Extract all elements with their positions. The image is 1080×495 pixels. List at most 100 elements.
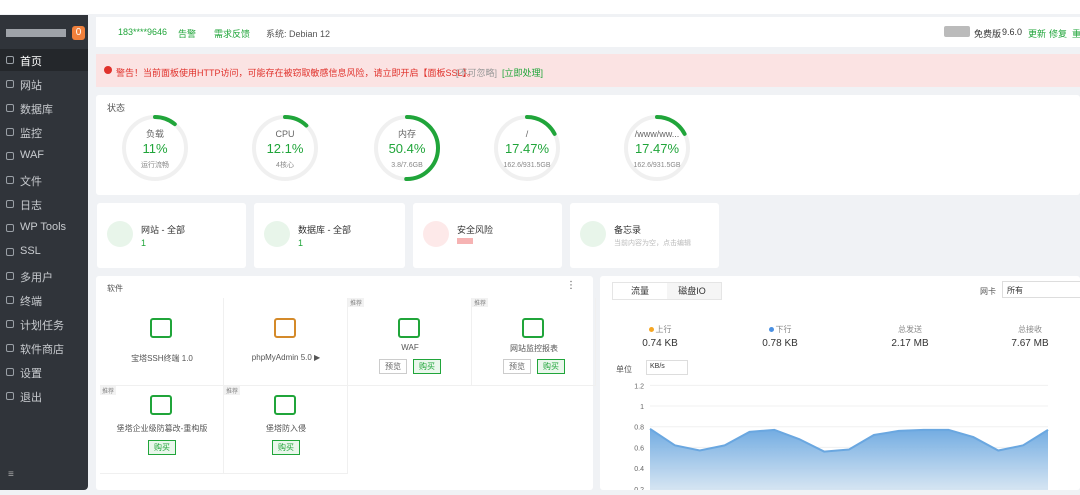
stat-value: 2.17 MB bbox=[891, 338, 929, 349]
nav-item[interactable]: 首页 bbox=[0, 49, 88, 71]
card-title: 备忘录 bbox=[614, 225, 642, 235]
software-item[interactable]: 宝塔SSH终端 1.0 bbox=[100, 298, 224, 386]
nav-item[interactable]: WAF bbox=[0, 145, 88, 167]
nav-item[interactable]: 多用户 bbox=[0, 265, 88, 287]
nic-label: 网卡 bbox=[980, 287, 996, 296]
overview-card[interactable]: 安全风险 bbox=[413, 203, 562, 268]
nav-label: WAF bbox=[20, 149, 45, 161]
gauge-arc bbox=[525, 115, 557, 136]
nav-item[interactable]: 软件商店 bbox=[0, 337, 88, 359]
card-value: 1 bbox=[298, 238, 304, 248]
card-icon bbox=[264, 221, 290, 247]
nav-item[interactable]: WP Tools bbox=[0, 217, 88, 239]
top-repair[interactable]: 修复 bbox=[1049, 29, 1068, 39]
top-update[interactable]: 更新 bbox=[1028, 29, 1047, 39]
top-system: 系统: Debian 12 bbox=[266, 29, 331, 39]
nav-icon bbox=[6, 296, 14, 304]
stat-name: 下行 bbox=[740, 324, 820, 335]
nav-item[interactable]: 计划任务 bbox=[0, 313, 88, 335]
gauges: 负载 11% 运行流畅 CPU 12.1% 4核心 内存 50.4% 3.8/7.6GB / 17.… bbox=[122, 115, 690, 181]
software-item[interactable]: phpMyAdmin 5.0 ▶ bbox=[224, 298, 348, 386]
alert-action[interactable]: [立即处理] bbox=[502, 68, 544, 78]
nav-icon bbox=[6, 224, 14, 232]
nav-icon bbox=[6, 248, 14, 256]
top-feedback[interactable]: 需求反馈 bbox=[214, 29, 251, 39]
gauge-arc bbox=[153, 115, 177, 127]
status-panel: 状态 负载 11% 运行流畅 CPU 12.1% 4核心 内存 50.4% 3.8/7.6GB / 1… bbox=[96, 95, 1080, 195]
software-item[interactable]: 推荐 网站监控报表 预览 购买 bbox=[472, 298, 596, 386]
card-note: 当前内容为空，点击编辑 bbox=[614, 240, 691, 247]
gauge-name: 内存 bbox=[398, 128, 416, 139]
area bbox=[650, 428, 1048, 490]
gauge-detail: 4核心 bbox=[276, 160, 294, 169]
tab[interactable]: 流量 bbox=[613, 283, 667, 299]
unit-select[interactable]: KB/s bbox=[646, 360, 688, 375]
software-item[interactable]: 推荐 堡塔防入侵 购买 bbox=[224, 386, 348, 474]
alert-icon bbox=[104, 66, 112, 74]
nav-icon bbox=[6, 176, 14, 184]
software-name: 宝塔SSH终端 1.0 bbox=[131, 354, 193, 363]
stat-name-text: 上行 bbox=[655, 325, 672, 334]
nav-item[interactable]: 设置 bbox=[0, 361, 88, 383]
software-item[interactable]: 推荐 WAF 预览 购买 bbox=[348, 298, 472, 386]
overview-card[interactable]: 备忘录当前内容为空，点击编辑 bbox=[570, 203, 719, 268]
gauge-value: 50.4% bbox=[389, 141, 426, 156]
nav-label: 首页 bbox=[20, 56, 42, 68]
gauge-detail: 运行流畅 bbox=[141, 160, 169, 169]
software-buttons: 预览 购买 bbox=[348, 356, 472, 374]
gauge-value: 17.47% bbox=[635, 141, 680, 156]
gauge-detail: 3.8/7.6GB bbox=[391, 162, 423, 169]
tabs: 流量 磁盘IO bbox=[612, 282, 722, 300]
nav-item[interactable]: 网站 bbox=[0, 73, 88, 95]
nav-item[interactable]: 监控 bbox=[0, 121, 88, 143]
software-tag: 推荐 bbox=[100, 386, 117, 395]
software-icon bbox=[522, 318, 544, 338]
software-item[interactable]: 推荐 堡塔企业级防篡改-重构版 购买 bbox=[100, 386, 224, 474]
nav-icon bbox=[6, 200, 14, 208]
nav-item[interactable]: 文件 bbox=[0, 169, 88, 191]
software-button[interactable]: 购买 bbox=[272, 440, 300, 455]
y-tick-label: 0.8 bbox=[634, 425, 644, 432]
stat-value: 7.67 MB bbox=[1011, 338, 1049, 349]
nav-label: 设置 bbox=[20, 368, 42, 380]
software-title: 软件 bbox=[107, 284, 123, 293]
nav-item[interactable]: SSL bbox=[0, 241, 88, 263]
nav-item[interactable]: 退出 bbox=[0, 385, 88, 407]
nav-icon bbox=[6, 272, 14, 280]
software-button[interactable]: 购买 bbox=[537, 359, 565, 374]
nav-label: 终端 bbox=[20, 296, 42, 308]
more-menu[interactable]: ⋮ bbox=[566, 280, 576, 291]
top-alarm[interactable]: 告警 bbox=[178, 29, 197, 39]
stat-name-text: 总发送 bbox=[898, 325, 922, 334]
software-button[interactable]: 购买 bbox=[413, 359, 441, 374]
overview-card[interactable]: 数据库 - 全部 1 bbox=[254, 203, 405, 268]
nav-item[interactable]: 数据库 bbox=[0, 97, 88, 119]
overview-card[interactable]: 网站 - 全部 1 bbox=[97, 203, 246, 268]
card-icon bbox=[107, 221, 133, 247]
alert-bar: 警告！当前面板使用HTTP访问，可能存在被窃取敏感信息风险，请立即开启【面板SS… bbox=[96, 54, 1080, 87]
nic-select[interactable]: 所有 bbox=[1002, 281, 1080, 298]
y-tick-label: 0.6 bbox=[634, 445, 644, 452]
software-tag: 推荐 bbox=[348, 298, 365, 307]
stat-name: 上行 bbox=[620, 324, 700, 335]
software-tag: 推荐 bbox=[224, 386, 241, 395]
software-button[interactable]: 购买 bbox=[148, 440, 176, 455]
card-title: 网站 - 全部 bbox=[141, 225, 185, 235]
nav-icon bbox=[6, 392, 14, 400]
nav-label: SSL bbox=[20, 245, 41, 257]
tab[interactable]: 磁盘IO bbox=[678, 286, 706, 296]
gauge-arc bbox=[655, 115, 687, 136]
nav-label: 日志 bbox=[20, 200, 42, 212]
nav-icon bbox=[6, 80, 14, 88]
software-button[interactable]: 预览 bbox=[503, 359, 531, 374]
software-button[interactable]: 预览 bbox=[379, 359, 407, 374]
software-buttons: 预览 购买 bbox=[472, 356, 596, 374]
top-user[interactable]: 183****9646 bbox=[118, 27, 168, 37]
card-title: 安全风险 bbox=[457, 225, 494, 235]
nav-item[interactable]: 日志 bbox=[0, 193, 88, 215]
nav-label: 数据库 bbox=[20, 104, 53, 116]
nav-item[interactable]: 终端 bbox=[0, 289, 88, 311]
top-restart[interactable]: 重 bbox=[1072, 29, 1080, 39]
software-icon bbox=[398, 318, 420, 338]
